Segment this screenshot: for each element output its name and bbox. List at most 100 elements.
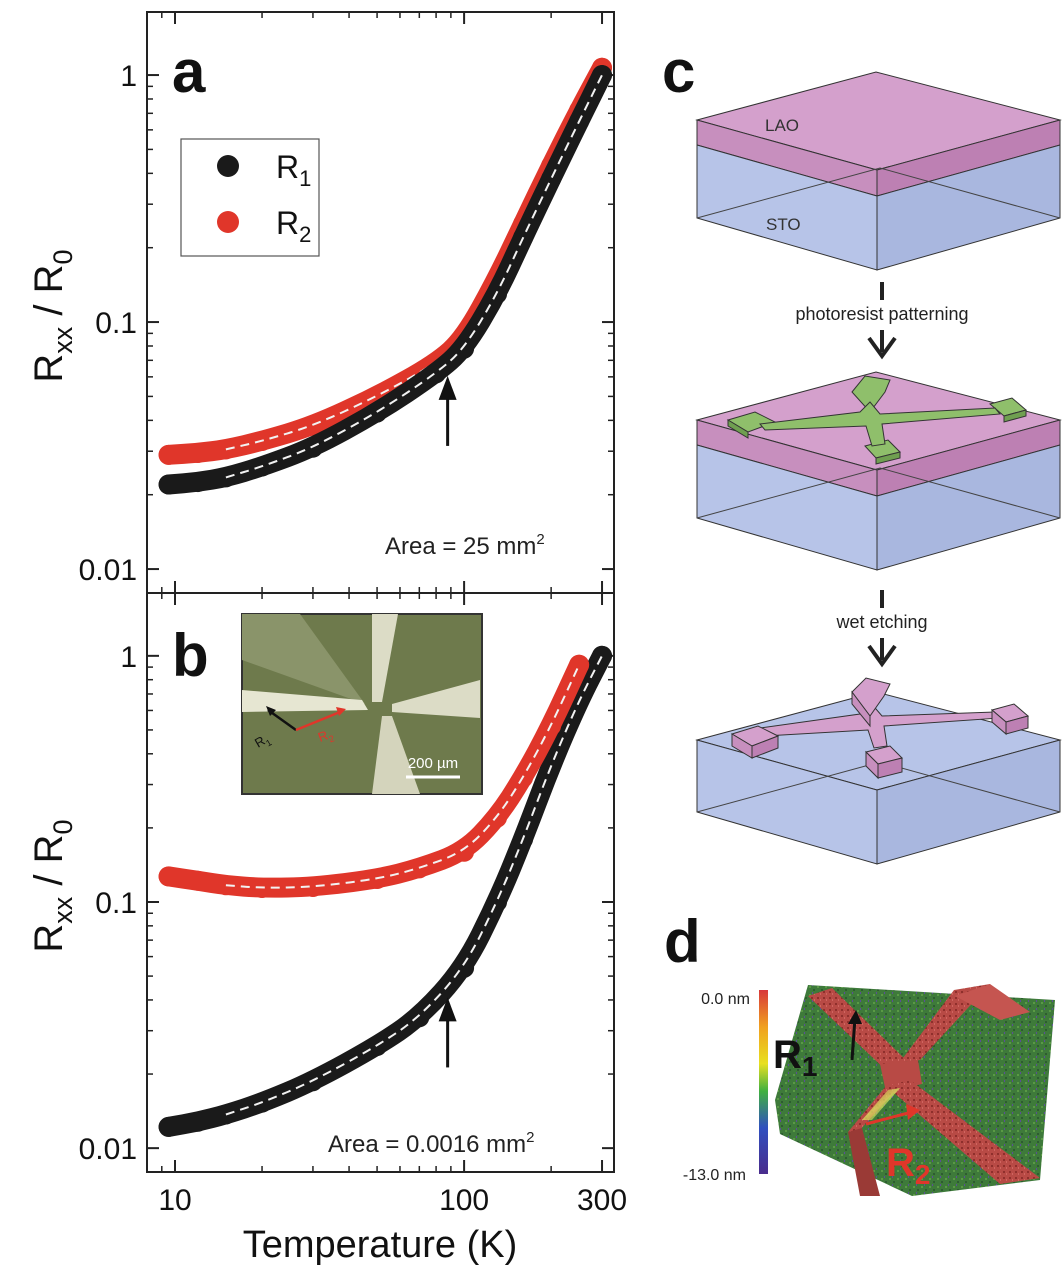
lao-label: LAO <box>765 116 799 135</box>
xtick-label-b: 100 <box>439 1184 489 1217</box>
step-arrowhead-2 <box>867 644 897 668</box>
fit-line-R1 <box>225 74 603 479</box>
plot-frame-a <box>146 11 615 594</box>
ylabel-b: Rxx / R0 <box>27 819 78 952</box>
data-point-R1 <box>367 402 388 423</box>
afm-arrowhead-r1 <box>848 1010 862 1024</box>
afm-arrow-r2 <box>865 1110 913 1126</box>
series-b <box>158 645 613 1137</box>
data-point-R2 <box>187 870 208 891</box>
colorbar-top-label: 0.0 nm <box>701 991 750 1008</box>
afm-arm-bottom <box>848 1128 880 1196</box>
panel-label-a: a <box>172 38 206 105</box>
legend-marker-r2 <box>217 211 239 233</box>
inset-arm-top <box>372 614 398 702</box>
afm-label-r1: R1 <box>773 1033 817 1082</box>
ytick-label-b: 0.01 <box>79 1133 137 1166</box>
afm-arm-upper-right <box>900 984 990 1062</box>
data-point-R2 <box>158 444 179 465</box>
lao-pad-bottom-side <box>865 750 879 780</box>
data-point-R2 <box>487 807 508 828</box>
afm-label-r2: R2 <box>886 1141 930 1190</box>
step-label-1: photoresist patterning <box>795 304 968 324</box>
data-point-R1 <box>454 957 475 978</box>
panel-label-b: b <box>172 622 209 689</box>
lao-pad-top-side <box>851 690 871 728</box>
panel-c: c LAO STO photoresist patterning <box>662 38 1062 865</box>
lao-pad-right-side <box>991 708 1007 736</box>
data-point-R1 <box>187 472 208 493</box>
afm-arrowhead-r2 <box>906 1104 920 1120</box>
data-point-R1 <box>592 645 613 666</box>
pr-edge-right <box>1003 409 1027 423</box>
data-point-R1 <box>302 437 323 458</box>
xtick-label-b: 10 <box>158 1184 191 1217</box>
micrograph-inset: R1 R2 200 µm <box>241 613 483 795</box>
inset-shade <box>242 614 365 704</box>
ylabel-a: Rxx / R0 <box>27 249 78 382</box>
colorbar-bottom-label: -13.0 nm <box>683 1167 746 1184</box>
annotation-a: Area = 25 mm2 <box>385 531 545 560</box>
afm-arrow-r1 <box>850 1017 857 1061</box>
ytick-label-a: 0.1 <box>95 307 137 340</box>
transition-arrowhead-a <box>438 375 457 400</box>
data-point-R2 <box>569 654 590 675</box>
ticks-a: 0.01 0.1 1 <box>79 12 614 593</box>
panel-label-d: d <box>664 908 701 975</box>
pr-arms <box>759 401 1001 447</box>
panel-b: 0.01 0.1 1 10 100 300 b Area = 0.0016 mm2 Rxx… <box>27 592 627 1266</box>
ticks-b: 0.01 0.1 1 10 100 300 <box>79 593 627 1217</box>
panel-d: d 0.0 nm -13.0 nm R1 R2 <box>664 908 1055 1196</box>
legend-label-r1: R1 <box>276 149 311 191</box>
data-point-R1 <box>158 474 179 495</box>
inset-arrow-r2 <box>295 710 341 732</box>
data-point-R1 <box>454 338 475 359</box>
transition-arrowhead-b <box>438 997 457 1022</box>
inset-arrowhead-r1 <box>266 706 276 716</box>
block-3 <box>695 677 1062 865</box>
photoresist-pattern <box>726 375 1028 465</box>
data-point-R1 <box>158 1116 179 1137</box>
xtick-label-b: 300 <box>577 1184 627 1217</box>
panel-a: 0.01 0.1 1 a R1 R2 Area = 25 mm2 Rxx / R0 <box>27 11 615 594</box>
sto-label: STO <box>766 215 801 234</box>
data-point-R1 <box>409 1007 430 1028</box>
xlabel: Temperature (K) <box>243 1224 518 1266</box>
data-point-R1 <box>513 227 534 248</box>
inset-arm-right <box>392 680 480 718</box>
legend-label-r2: R2 <box>276 205 311 247</box>
data-point-R2 <box>187 443 208 464</box>
pr-edge-left <box>727 419 749 439</box>
sto-hidden-edges-2 <box>696 467 1061 519</box>
legend-marker-r1 <box>217 155 239 177</box>
afm-arm-lower-right <box>886 1080 1040 1184</box>
afm-pad-upper-right <box>955 984 1030 1020</box>
inset-arrowhead-r2 <box>336 707 346 716</box>
inset-arm-left <box>242 690 368 712</box>
block-2 <box>695 371 1062 571</box>
lao-cross <box>730 677 1030 780</box>
data-point-R1 <box>592 65 613 86</box>
fit-line-R2 <box>225 664 581 889</box>
ytick-label-b: 0.1 <box>95 887 137 920</box>
afm-image: R1 R2 <box>773 984 1055 1196</box>
data-point-R2 <box>302 877 323 898</box>
series-a <box>158 57 613 495</box>
data-point-R1 <box>487 891 508 912</box>
afm-glow <box>862 1088 900 1120</box>
data-point-R1 <box>541 755 562 776</box>
plot-frame-b <box>146 592 615 1173</box>
ytick-label-a: 1 <box>120 60 137 93</box>
fit-line-R1 <box>225 655 603 1116</box>
data-point-R2 <box>302 415 323 436</box>
data-point-R1 <box>187 1111 208 1132</box>
pr-edge-bottom <box>875 451 901 465</box>
inset-arm-bottom <box>372 716 420 794</box>
ytick-label-b: 1 <box>120 641 137 674</box>
legend: R1 R2 <box>180 138 320 257</box>
step-label-2: wet etching <box>835 612 927 632</box>
inset-scalebar-label: 200 µm <box>408 755 458 772</box>
panel-label-c: c <box>662 38 695 105</box>
data-point-R2 <box>158 866 179 887</box>
